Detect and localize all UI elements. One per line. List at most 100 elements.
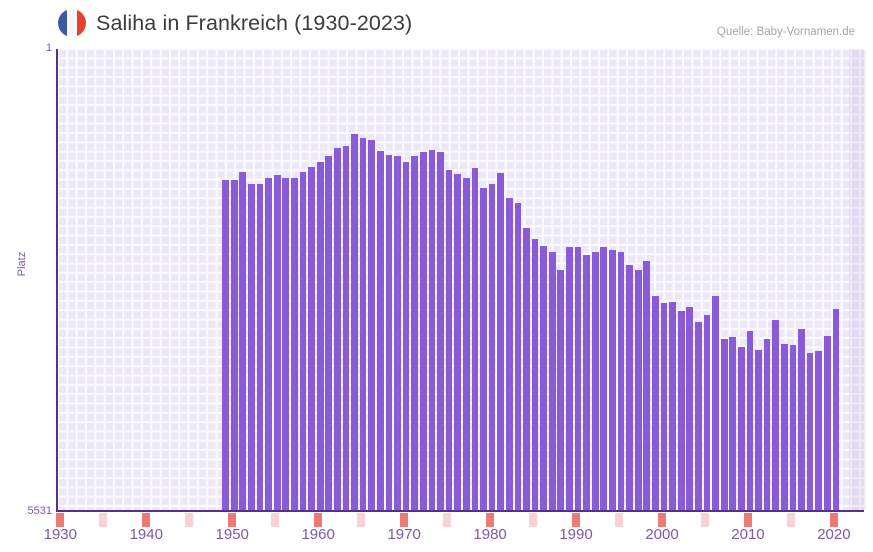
bar <box>669 302 676 510</box>
bar <box>342 145 350 510</box>
bar <box>600 247 608 510</box>
bar <box>780 344 788 510</box>
bar <box>488 184 496 510</box>
bar <box>823 335 831 510</box>
bar <box>282 178 290 510</box>
x-axis-tick-minor <box>443 513 452 527</box>
bar <box>334 148 341 510</box>
bar <box>729 337 737 510</box>
x-axis-label: 2000 <box>645 526 679 543</box>
bar <box>832 308 840 510</box>
x-axis-tick-minor <box>700 513 709 527</box>
bar <box>316 161 324 510</box>
page-title: Saliha in Frankreich (1930-2023) <box>96 11 413 35</box>
bar <box>583 254 590 510</box>
x-axis-label: 1940 <box>129 526 163 543</box>
y-axis-title: Platz <box>16 251 28 277</box>
x-axis-tick-major <box>400 513 409 527</box>
x-axis-label: 1980 <box>473 526 507 543</box>
source-attribution: Quelle: Baby-Vornamen.de <box>716 26 855 38</box>
bar <box>299 171 307 510</box>
x-axis-label: 1960 <box>301 526 335 543</box>
x-axis-label: 1990 <box>559 526 593 543</box>
bar <box>720 339 728 510</box>
bar <box>359 138 367 510</box>
bar <box>411 155 419 510</box>
bar <box>574 247 582 510</box>
bar <box>230 180 238 510</box>
x-axis-tick-major <box>572 513 581 527</box>
bar <box>376 150 384 510</box>
bar <box>686 307 694 510</box>
bar <box>437 152 444 510</box>
bar <box>798 329 805 510</box>
y-axis-bottom-label: 5531 <box>27 505 52 517</box>
x-axis-tick-minor <box>357 513 366 527</box>
bar <box>351 134 358 510</box>
bar <box>256 184 264 510</box>
bar <box>772 319 780 510</box>
x-axis-tick-major <box>486 513 495 527</box>
bar-series <box>58 49 864 510</box>
x-axis-ticks <box>56 513 864 527</box>
bar <box>789 344 797 510</box>
bar <box>514 202 522 510</box>
bar <box>471 168 479 510</box>
bar <box>308 167 315 510</box>
x-axis-tick-minor <box>786 513 795 527</box>
x-axis-label: 1970 <box>387 526 421 543</box>
bar <box>548 252 556 510</box>
bar <box>248 184 255 510</box>
bar <box>523 227 530 510</box>
x-axis-tick-major <box>829 513 838 527</box>
x-axis-tick-major <box>314 513 323 527</box>
bar <box>402 162 410 510</box>
bar <box>462 178 470 510</box>
bar <box>368 139 376 510</box>
x-axis-tick-major <box>56 513 65 527</box>
x-axis-label: 1930 <box>43 526 77 543</box>
bar <box>273 175 281 510</box>
france-flag-icon <box>58 9 86 37</box>
bar <box>763 339 771 510</box>
x-axis-tick-minor <box>185 513 194 527</box>
bar <box>591 252 599 510</box>
x-axis-tick-major <box>228 513 237 527</box>
bar <box>540 246 547 510</box>
x-axis-label: 2020 <box>817 526 851 543</box>
x-axis-label: 1950 <box>215 526 249 543</box>
bar <box>265 178 272 510</box>
bar <box>497 172 505 510</box>
bar <box>239 171 247 510</box>
bar <box>419 152 427 510</box>
bar <box>617 252 625 510</box>
bar <box>325 155 333 510</box>
bar <box>445 170 453 510</box>
chart-header: Saliha in Frankreich (1930-2023) Quelle:… <box>0 0 873 46</box>
bar <box>428 149 436 510</box>
bar <box>454 174 462 510</box>
bar <box>703 314 711 510</box>
x-axis-tick-minor <box>99 513 108 527</box>
bar <box>712 295 719 510</box>
x-axis-tick-minor <box>615 513 624 527</box>
bar <box>222 180 229 510</box>
bar <box>566 247 573 510</box>
bar <box>291 178 298 510</box>
bar <box>394 155 401 510</box>
bar <box>806 353 814 510</box>
plot-area <box>56 49 866 512</box>
x-axis-label: 2010 <box>731 526 765 543</box>
bar <box>695 322 702 510</box>
x-axis-tick-minor <box>271 513 280 527</box>
x-axis-tick-minor <box>529 513 538 527</box>
bar <box>652 296 659 510</box>
bar <box>660 303 668 510</box>
bar <box>557 269 565 510</box>
bar <box>643 261 651 510</box>
bar <box>480 187 487 510</box>
bar <box>677 310 685 510</box>
y-axis-top-label: 1 <box>45 42 52 54</box>
bar <box>746 330 754 510</box>
